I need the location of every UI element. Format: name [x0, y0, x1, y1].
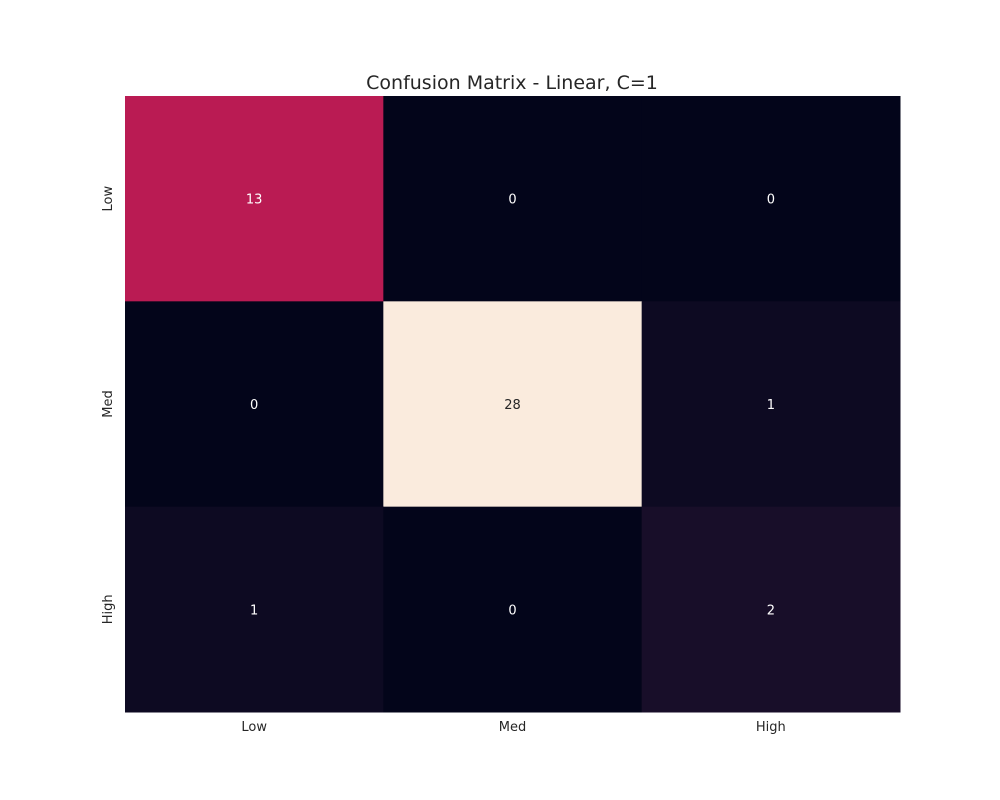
- cell-value-label: 1: [767, 398, 775, 413]
- y-tick-label: Med: [101, 390, 116, 417]
- cell-value-label: 13: [246, 193, 263, 208]
- cell-value-label: 0: [508, 193, 516, 208]
- heatmap-cell: [125, 506, 384, 713]
- x-tick-label: High: [756, 720, 786, 735]
- x-tick-label: Low: [241, 720, 267, 735]
- heatmap-cell: [641, 96, 901, 302]
- cell-value-label: 2: [767, 603, 775, 618]
- cell-value-label: 0: [508, 603, 516, 618]
- y-tick-labels: Low Med High: [101, 186, 116, 625]
- y-tick-label: Low: [101, 186, 116, 212]
- cell-value-label: 1: [250, 603, 258, 618]
- cell-value-label: 28: [504, 398, 521, 413]
- cell-value-label: 0: [767, 193, 775, 208]
- cell-annotations: 13 0 0 0 28 1 1 0 2: [246, 193, 775, 619]
- heatmap-cell: [641, 301, 901, 508]
- heatmap-cell: [383, 301, 643, 508]
- y-tick-label: High: [101, 594, 116, 624]
- x-tick-labels: Low Med High: [241, 720, 785, 735]
- heatmap-cell: [641, 506, 901, 713]
- heatmap-cell: [125, 301, 384, 508]
- chart-title: Confusion Matrix - Linear, C=1: [366, 72, 658, 94]
- cell-value-label: 0: [250, 398, 258, 413]
- heatmap-cells: [125, 96, 901, 713]
- heatmap-cell: [383, 506, 643, 713]
- x-tick-label: Med: [499, 720, 526, 735]
- heatmap-cell: [383, 96, 643, 302]
- heatmap-cell: [125, 96, 384, 302]
